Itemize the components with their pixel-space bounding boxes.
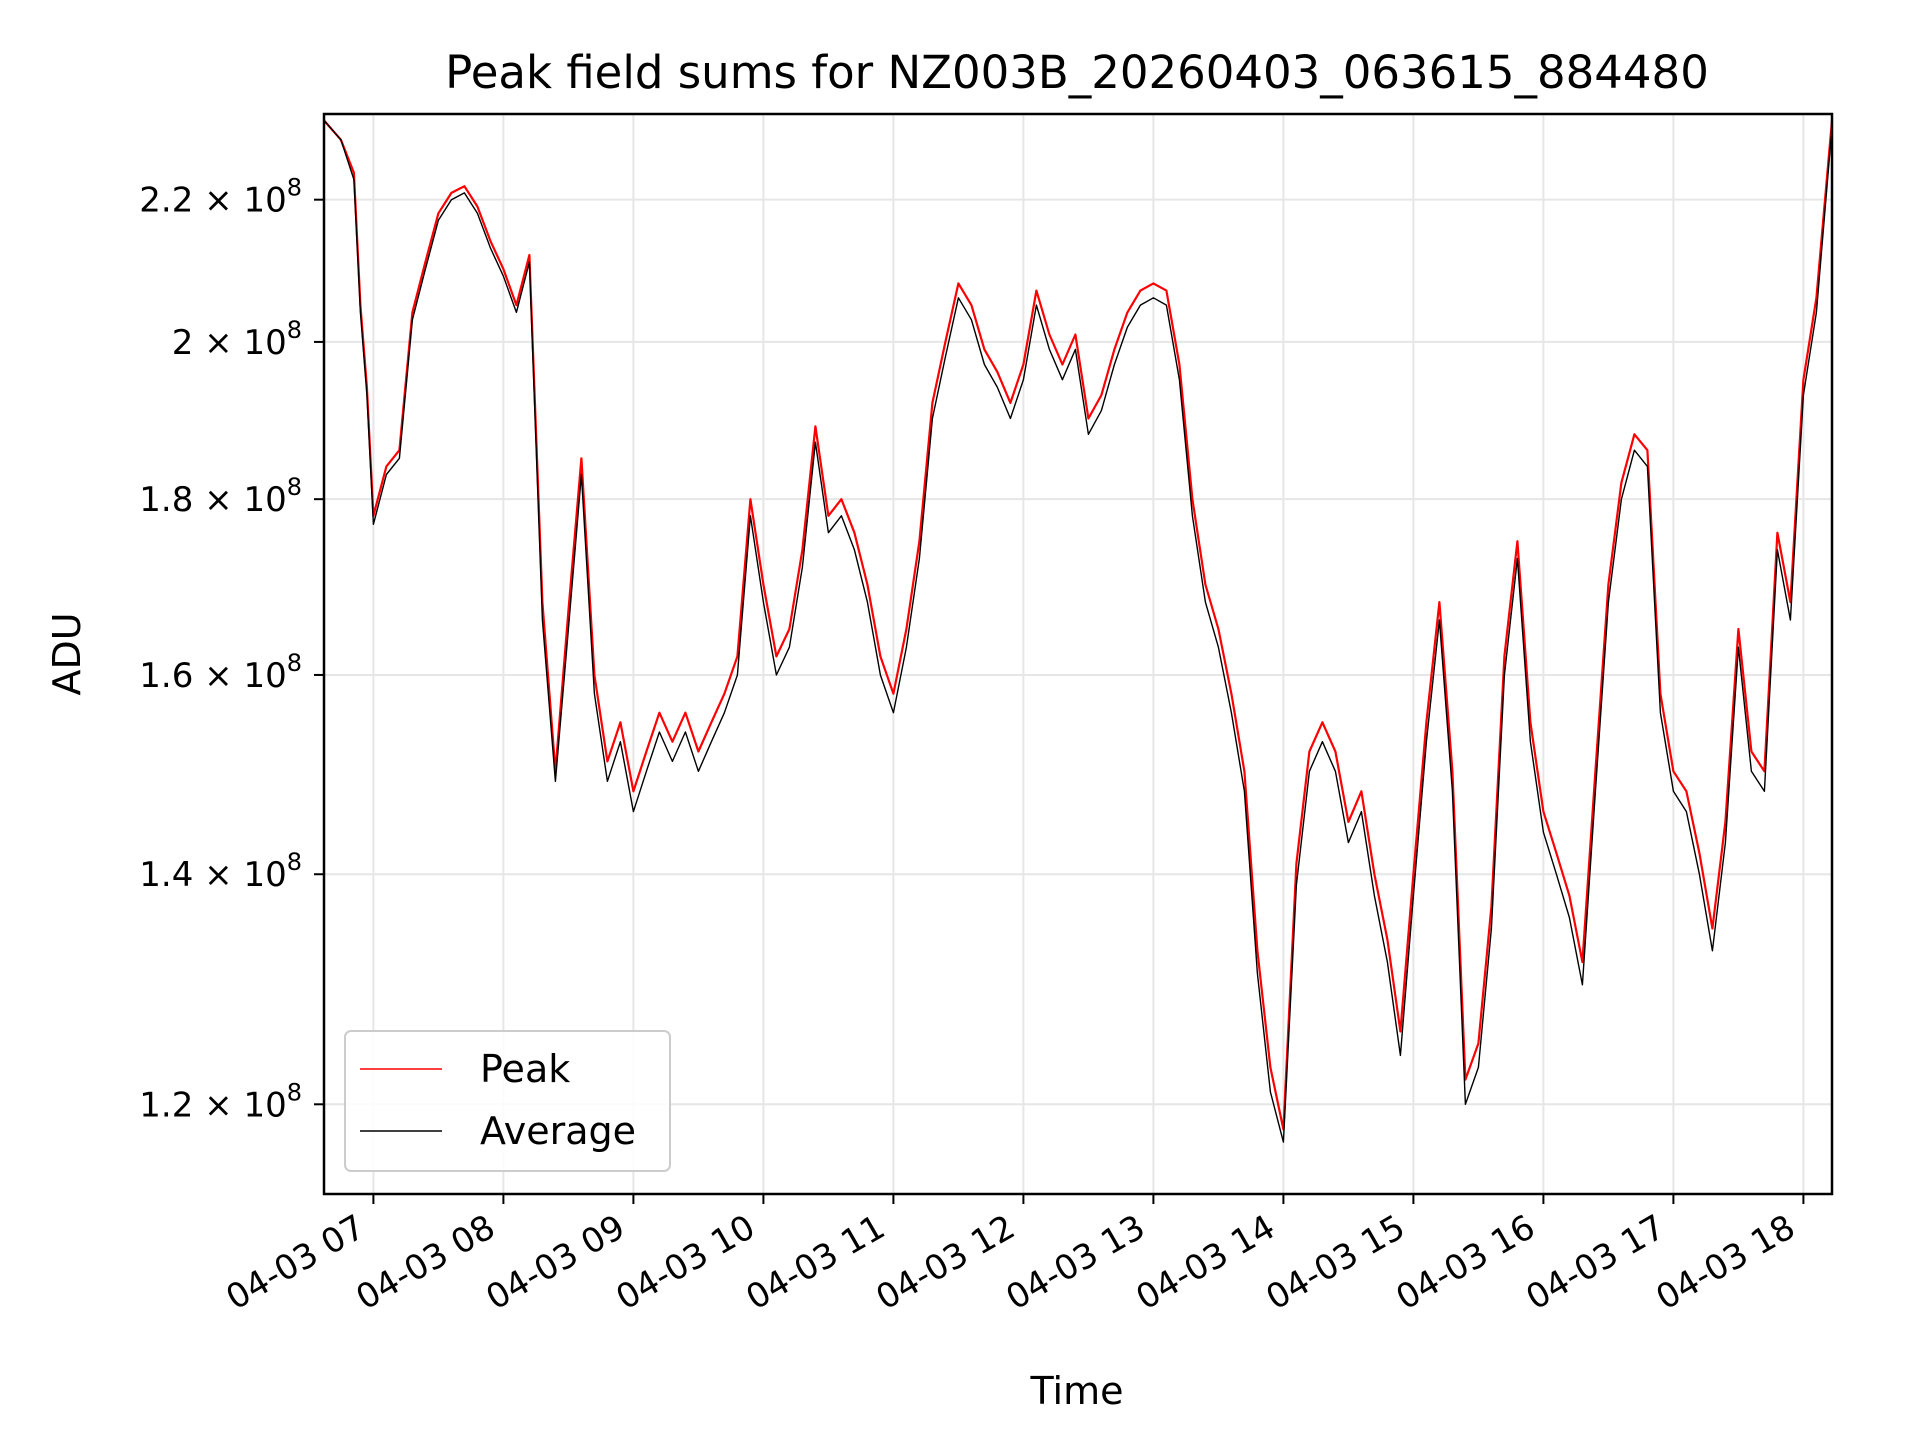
y-tick-label: 1.8 × 108 [139, 473, 302, 520]
legend-box [344, 1030, 671, 1172]
y-tick-mantissa: 1.4 × 10 [139, 855, 286, 895]
y-tick-mantissa: 2 × 10 [172, 323, 287, 363]
grid-layer [324, 114, 1832, 1194]
series-line-peak [324, 119, 1832, 1131]
y-tick-label: 1.2 × 108 [139, 1078, 302, 1125]
y-tick-label: 1.6 × 108 [139, 649, 302, 696]
y-tick-mantissa: 1.6 × 10 [139, 656, 286, 696]
x-axis-label: Time [1030, 1369, 1124, 1413]
legend-label-average: Average [480, 1109, 636, 1153]
plot-frame [322, 112, 1834, 1196]
y-tick-mantissa: 1.2 × 10 [139, 1085, 286, 1125]
legend: Peak Average [344, 1030, 671, 1172]
series-layer [324, 119, 1832, 1143]
series-line-average [324, 119, 1832, 1143]
y-tick-exponent: 8 [287, 1078, 302, 1106]
y-tick-exponent: 8 [287, 473, 302, 501]
y-tick-label: 2 × 108 [172, 316, 302, 363]
y-axis-label: ADU [45, 612, 89, 695]
y-tick-mantissa: 1.8 × 10 [139, 480, 286, 520]
y-tick-label: 1.4 × 108 [139, 848, 302, 895]
y-tick-exponent: 8 [287, 848, 302, 876]
y-tick-exponent: 8 [287, 174, 302, 202]
chart-title: Peak field sums for NZ003B_20260403_0636… [445, 46, 1709, 99]
y-tick-exponent: 8 [287, 316, 302, 344]
y-tick-exponent: 8 [287, 649, 302, 677]
y-tick-label: 2.2 × 108 [139, 174, 302, 221]
legend-label-peak: Peak [480, 1047, 570, 1091]
y-tick-mantissa: 2.2 × 10 [139, 181, 286, 221]
